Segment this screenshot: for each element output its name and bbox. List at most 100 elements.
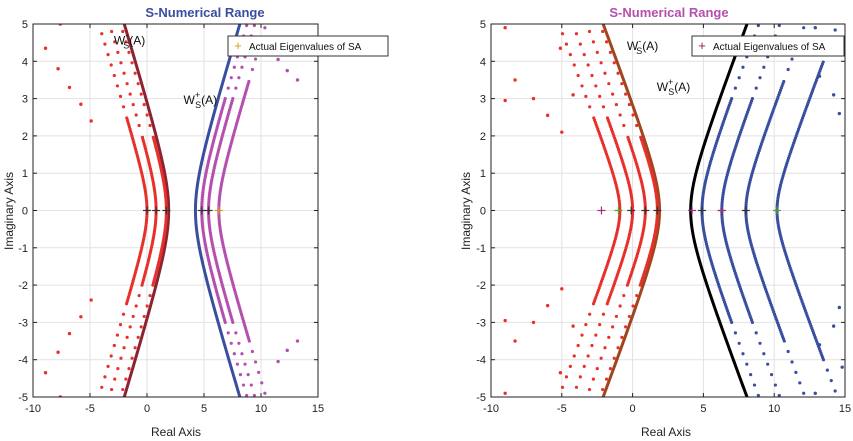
- right-point-10-9: [545, 303, 550, 308]
- right-point-11-4: [813, 391, 817, 395]
- left-point-9-2: [295, 78, 300, 82]
- left-eigenvalue-marker-10-0: [143, 206, 151, 215]
- right-xtick-label-0: -10: [483, 403, 499, 415]
- right-eigenvalue-marker-13-1: [688, 206, 697, 215]
- right-eigenvalue-marker-12-1: [641, 206, 650, 215]
- left-dot-6-113: [252, 24, 256, 28]
- left-dot-2-80: [130, 356, 134, 360]
- left-dot-4-94: [106, 52, 110, 57]
- right-series-8: [744, 26, 806, 395]
- left-annotation-w-minus: W-S(A): [114, 31, 145, 51]
- left-chart-legend: + Actual Eigenvalues of SA: [227, 35, 389, 57]
- left-dot-4-84: [121, 105, 126, 109]
- right-dot-2-86: [601, 387, 605, 392]
- left-dot-3-85: [110, 29, 114, 34]
- left-dot-5-105: [232, 65, 236, 69]
- right-dot-2-77: [616, 71, 620, 75]
- right-dot-7-101: [754, 86, 758, 90]
- right-dot-6-102: [733, 331, 738, 335]
- left-point-8-2: [67, 85, 72, 90]
- right-dot-7-100: [750, 97, 755, 101]
- right-dot-6-113: [756, 24, 760, 28]
- svg-text:W-S(A): W-S(A): [114, 31, 145, 51]
- right-dot-3-75: [607, 82, 611, 86]
- right-chart-title: S-Numerical Range: [609, 5, 728, 20]
- left-dot-7-118: [250, 349, 255, 354]
- left-dot-4-88: [115, 84, 119, 88]
- left-series-8: [43, 24, 93, 397]
- left-eigenvalue-marker-10-2: [162, 206, 171, 215]
- left-ytick-label-3: -2: [18, 280, 28, 292]
- left-dot-5-101: [226, 86, 230, 90]
- right-dot-3-71: [614, 102, 618, 107]
- right-dot-2-82: [608, 367, 613, 371]
- right-point-10-13: [558, 371, 563, 375]
- right-dot-3-82: [595, 367, 599, 371]
- left-dot-6-103: [237, 76, 241, 80]
- left-xtick-label-1: -5: [85, 403, 95, 415]
- left-dot-3-73: [128, 92, 132, 96]
- right-dot-3-79: [599, 61, 603, 65]
- left-dot-2-85: [121, 29, 125, 34]
- left-dot-3-70: [134, 304, 138, 308]
- left-dot-2-83: [124, 40, 128, 44]
- svg-text:W-S(A): W-S(A): [627, 36, 658, 56]
- right-point-10-0: [503, 26, 507, 30]
- right-dot-5-93: [572, 354, 576, 358]
- right-ytick-label-3: -2: [476, 280, 486, 292]
- left-dot-4-91: [112, 343, 116, 348]
- left-point-8-8: [79, 315, 83, 319]
- right-dot-5-89: [580, 333, 584, 337]
- right-dot-4-90: [590, 73, 594, 78]
- right-dot-8-118: [786, 349, 790, 354]
- left-point-8-9: [89, 298, 93, 302]
- left-point-8-1: [56, 67, 60, 71]
- right-dot-2-79: [612, 61, 616, 65]
- right-dot-2-78: [616, 346, 620, 350]
- left-annotation-w-plus: W+ S(A): [184, 90, 218, 110]
- right-eigenvalue-marker-14-1: [773, 206, 782, 215]
- right-dot-5-90: [576, 73, 580, 78]
- left-dot-5-110: [238, 373, 243, 377]
- right-dot-3-85: [587, 29, 592, 34]
- left-xtick-label-0: -10: [25, 403, 41, 415]
- right-dot-4-88: [594, 84, 598, 88]
- right-dot-7-114: [777, 393, 781, 397]
- left-ytick-label-9: 4: [22, 56, 28, 68]
- left-dot-7-124: [260, 381, 264, 385]
- right-dot-2-74: [624, 325, 628, 329]
- right-dot-8-120: [790, 360, 794, 364]
- left-ann-minus-suffix: (A): [129, 34, 145, 48]
- left-dot-6-100: [231, 97, 235, 101]
- right-dot-5-85: [588, 312, 592, 316]
- right-dot-5-98: [560, 32, 565, 36]
- left-ann-minus-sub: S: [123, 41, 129, 51]
- right-dot-2-73: [624, 92, 628, 96]
- left-point-8-5: [43, 371, 48, 375]
- left-dot-3-31: [154, 214, 158, 218]
- right-dot-8-124: [798, 381, 802, 385]
- left-dot-6-101: [234, 86, 238, 90]
- right-dot-3-76: [607, 335, 611, 339]
- right-ann-minus-w: W: [627, 39, 639, 53]
- right-ytick-label-4: -1: [476, 243, 486, 255]
- left-dot-2-67: [148, 123, 152, 128]
- left-dot-5-113: [245, 24, 249, 28]
- left-dot-7-117: [250, 67, 255, 72]
- right-dot-6-108: [745, 362, 749, 366]
- left-dot-4-39: [145, 214, 149, 219]
- left-dot-4-85: [121, 312, 126, 316]
- right-eigenvalue-marker-12-0: [627, 206, 636, 215]
- right-dot-8-125: [802, 26, 806, 30]
- right-annotation-w-plus: W+ S(A): [657, 77, 691, 97]
- right-series-2: [601, 29, 659, 392]
- left-dot-3-75: [125, 82, 129, 86]
- right-dot-7-105: [762, 65, 766, 69]
- left-ytick-label-6: 1: [22, 168, 28, 180]
- right-dot-5-86: [584, 94, 588, 98]
- right-dot-5-97: [564, 375, 569, 379]
- left-dot-5-103: [229, 76, 233, 80]
- left-dot-2-69: [145, 113, 149, 117]
- left-boundary-curve-1: [193, 24, 242, 397]
- right-dot-7-108: [766, 362, 770, 366]
